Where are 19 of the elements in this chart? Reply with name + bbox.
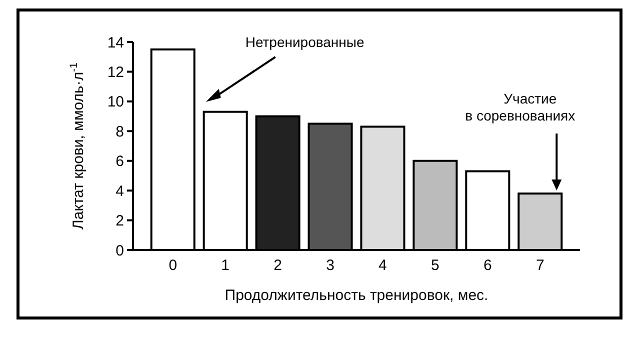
y-tick-label: 6 — [116, 153, 124, 170]
x-tick-label: 5 — [431, 257, 440, 274]
y-tick-label: 2 — [116, 212, 124, 230]
x-tick-label: 6 — [483, 257, 492, 274]
y-tick-label: 14 — [107, 34, 124, 52]
x-tick-label: 4 — [378, 257, 387, 274]
y-tick-label: 10 — [107, 94, 124, 111]
y-tick-label: 0 — [116, 242, 124, 260]
annotation: Участие в соревнованиях — [465, 90, 576, 124]
y-tick-label: 8 — [116, 123, 124, 140]
x-tick-label: 7 — [536, 257, 544, 274]
x-tick-label: 3 — [326, 257, 334, 274]
y-tick-label: 4 — [116, 182, 124, 200]
x-axis-title: Продолжительность тренировок, мес. — [224, 287, 488, 304]
x-tick-label: 0 — [168, 257, 178, 274]
x-tick-label: 1 — [221, 257, 230, 274]
x-tick-label: 2 — [274, 257, 282, 274]
y-tick-label: 12 — [107, 64, 124, 81]
annotation: Нетренированные — [245, 34, 364, 50]
